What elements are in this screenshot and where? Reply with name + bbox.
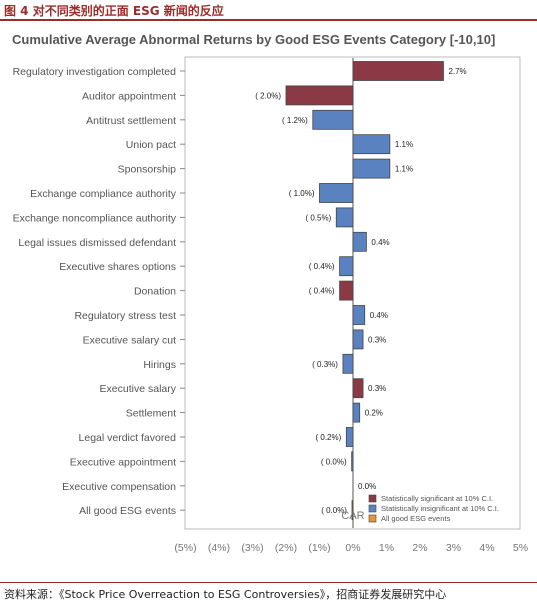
bar xyxy=(319,183,354,203)
x-tick-label: 3% xyxy=(446,542,461,554)
x-tick-label: 5% xyxy=(513,542,528,554)
legend-label: Statistically insignificant at 10% C.I. xyxy=(381,504,499,513)
bar xyxy=(352,305,366,325)
data-label: ( 1.0%) xyxy=(289,189,315,198)
data-label: ( 0.4%) xyxy=(309,262,335,271)
category-label: Union pact xyxy=(126,139,176,151)
category-label: Executive salary xyxy=(100,383,177,395)
data-label: 0.4% xyxy=(371,238,389,247)
bar xyxy=(352,329,364,350)
bar xyxy=(339,280,354,301)
category-label: Auditor appointment xyxy=(82,90,176,102)
bar xyxy=(345,427,354,447)
bar xyxy=(285,85,354,106)
data-label: ( 0.2%) xyxy=(316,433,342,442)
data-label: 0.2% xyxy=(365,409,383,418)
data-label: 0.3% xyxy=(368,384,386,393)
data-label: 1.1% xyxy=(395,165,413,174)
x-tick-label: 1% xyxy=(379,542,394,554)
bar xyxy=(351,500,354,521)
category-labels: Regulatory investigation completed Audito… xyxy=(13,66,185,517)
x-tick-label: (1%) xyxy=(308,542,330,554)
x-axis-ticks: (5%) (4%) (3%) (2%) (1%) 0% 1% 2% 3% 4% 5% xyxy=(174,542,528,554)
data-label: ( 1.2%) xyxy=(282,116,308,125)
top-rule xyxy=(0,19,537,21)
legend-label: All good ESG events xyxy=(381,514,450,523)
category-label: Exchange noncompliance authority xyxy=(13,212,177,224)
x-tick-label: 0% xyxy=(345,542,360,554)
bar xyxy=(342,353,354,374)
category-label: Regulatory investigation completed xyxy=(13,66,177,78)
chart-title: Cumulative Average Abnormal Returns by G… xyxy=(12,32,495,47)
x-tick-label: (4%) xyxy=(208,542,230,554)
category-label: Executive salary cut xyxy=(83,334,176,346)
x-tick-label: 2% xyxy=(412,542,427,554)
category-label: Legal verdict favored xyxy=(79,432,177,444)
category-label: Executive shares options xyxy=(59,261,176,273)
legend-swatch xyxy=(368,494,377,503)
bar xyxy=(335,207,354,228)
category-label: Executive compensation xyxy=(62,481,176,493)
data-label: ( 0.0%) xyxy=(321,457,347,466)
data-label: 2.7% xyxy=(448,67,466,76)
category-label: All good ESG events xyxy=(79,505,176,517)
figure-title: 图 4 对不同类别的正面 ESG 新闻的反应 xyxy=(4,4,224,18)
category-label: Regulatory stress test xyxy=(74,310,176,322)
category-label: Settlement xyxy=(126,408,176,420)
category-label: Antitrust settlement xyxy=(86,115,176,127)
x-tick-label: 4% xyxy=(479,542,494,554)
category-label: Donation xyxy=(134,286,176,298)
data-label: ( 0.5%) xyxy=(305,213,331,222)
data-label: 0.0% xyxy=(358,482,376,491)
bar xyxy=(352,402,361,423)
category-label: Hirings xyxy=(143,359,176,371)
data-label: 0.3% xyxy=(368,335,386,344)
bar xyxy=(352,378,364,399)
category-label: Executive appointment xyxy=(70,456,176,468)
legend-label: Statistically significant at 10% C.I. xyxy=(381,494,493,503)
bar xyxy=(352,134,391,155)
data-label: ( 0.0%) xyxy=(321,506,347,515)
legend-swatch xyxy=(368,504,377,513)
data-label: ( 0.3%) xyxy=(312,360,338,369)
bar xyxy=(339,256,354,277)
category-label: Sponsorship xyxy=(118,164,177,176)
data-label: 0.4% xyxy=(370,311,388,320)
data-label: ( 2.0%) xyxy=(255,91,281,100)
bars-layer: 2.7% ( 2.0%) ( 1.2%) 1.1% 1.1% ( 1.0%) ( 0.5%)… xyxy=(255,58,467,528)
bar xyxy=(351,451,354,472)
legend-swatch xyxy=(368,514,377,523)
data-label: 1.1% xyxy=(395,140,413,149)
x-tick-label: (2%) xyxy=(275,542,297,554)
car-bar-chart: Cumulative Average Abnormal Returns by G… xyxy=(12,32,528,554)
legend: Statistically significant at 10% C.I.Sta… xyxy=(368,494,499,523)
x-tick-label: (3%) xyxy=(241,542,263,554)
category-label: Legal issues dismissed defendant xyxy=(18,237,176,249)
bar xyxy=(352,158,391,179)
x-axis-label: CAR xyxy=(341,510,364,522)
source-note: 资料来源：《Stock Price Overreaction to ESG Co… xyxy=(4,588,447,601)
data-label: ( 0.4%) xyxy=(309,287,335,296)
bar xyxy=(352,231,367,252)
bar xyxy=(352,61,444,81)
x-tick-label: (5%) xyxy=(174,542,196,554)
bottom-rule xyxy=(0,582,537,583)
category-label: Exchange compliance authority xyxy=(30,188,177,200)
bar xyxy=(312,109,354,130)
